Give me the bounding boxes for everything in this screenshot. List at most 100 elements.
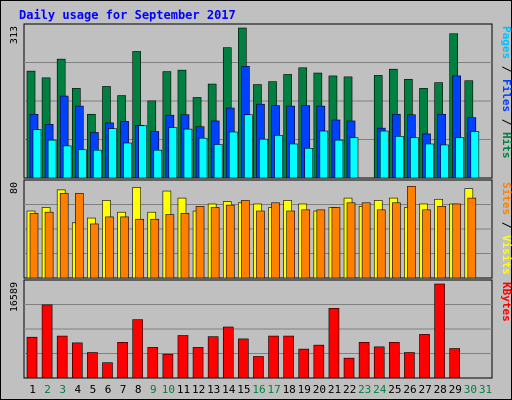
y-max-label: 80 — [9, 182, 20, 194]
bar-pages — [379, 130, 389, 179]
x-tick-label: 22 — [343, 383, 356, 396]
bar-kbytes — [358, 341, 370, 379]
bar-sites — [346, 202, 356, 279]
x-tick-label: 31 — [479, 383, 492, 396]
bar-pages — [138, 125, 147, 179]
bar-sites — [316, 209, 326, 279]
bar-pages — [319, 130, 329, 179]
bar-kbytes — [207, 336, 219, 379]
bar-pages — [183, 128, 193, 179]
hits-files-pages-panel: 313 Pages / Files / Hits — [9, 23, 512, 179]
bar-sites — [165, 214, 175, 279]
x-tick-label: 3 — [59, 383, 66, 396]
bar-sites — [301, 209, 311, 279]
bar-kbytes — [87, 352, 98, 379]
bar-pages — [259, 138, 268, 179]
bar-pages — [349, 137, 359, 179]
bar-sites — [150, 218, 160, 279]
bar-kbytes — [132, 319, 143, 379]
bar-sites — [271, 202, 280, 279]
x-tick-label: 2 — [44, 383, 51, 396]
x-tick-label: 8 — [135, 383, 142, 396]
kbytes-panel: 16589 KBytes — [9, 279, 512, 379]
bar-sites — [44, 211, 54, 279]
bar-kbytes — [419, 334, 430, 379]
bar-kbytes — [389, 341, 400, 379]
bar-sites — [331, 207, 341, 279]
x-tick-label: 15 — [237, 383, 250, 396]
bar-sites — [90, 223, 99, 279]
bar-kbytes — [343, 357, 355, 379]
bar-sites — [407, 186, 416, 279]
bar-kbytes — [222, 326, 234, 379]
x-tick-label: 27 — [418, 383, 431, 396]
bar-kbytes — [41, 304, 53, 379]
x-tick-label: 7 — [120, 383, 127, 396]
x-tick-label: 28 — [434, 383, 447, 396]
bar-pages — [289, 143, 298, 179]
x-tick-label: 10 — [162, 383, 175, 396]
bar-kbytes — [253, 356, 264, 379]
x-tick-label: 23 — [358, 383, 371, 396]
series-kbytes — [26, 283, 461, 379]
bar-pages — [77, 149, 87, 179]
x-tick-label: 5 — [90, 383, 97, 396]
legend-entry: Files — [500, 79, 512, 112]
bar-pages — [455, 137, 465, 179]
bar-kbytes — [71, 342, 83, 379]
visits-sites-panel: 80 Sites / Visits — [9, 179, 512, 279]
x-tick-label: 20 — [313, 383, 326, 396]
bar-kbytes — [283, 335, 294, 379]
bar-pages — [395, 136, 404, 179]
legend-entry: Pages — [500, 26, 512, 59]
bar-kbytes — [117, 341, 128, 379]
bar-pages — [153, 149, 163, 179]
bar-sites — [256, 210, 265, 279]
bar-pages — [32, 129, 42, 179]
bar-sites — [437, 206, 446, 279]
bar-pages — [440, 144, 449, 179]
x-tick-label: 24 — [373, 383, 387, 396]
x-tick-label: 18 — [283, 383, 296, 396]
x-tick-label: 6 — [105, 383, 112, 396]
x-tick-label: 1 — [29, 383, 36, 396]
y-max-label: 313 — [9, 26, 20, 44]
x-tick-label: 25 — [388, 383, 401, 396]
bar-kbytes — [192, 347, 204, 379]
bar-sites — [180, 213, 190, 279]
legend-separator: / — [500, 215, 512, 235]
bar-kbytes — [268, 335, 279, 379]
bar-pages — [108, 128, 117, 179]
bar-kbytes — [373, 346, 385, 379]
bar-kbytes — [162, 353, 174, 379]
hits-files-pages-legend: Pages / Files / Hits — [500, 26, 512, 159]
bar-sites — [225, 204, 235, 279]
x-tick-label: 19 — [298, 383, 311, 396]
series-pages — [32, 114, 480, 179]
bar-kbytes — [313, 344, 325, 379]
chart-title: Daily usage for September 2017 — [19, 8, 236, 22]
bar-kbytes — [238, 338, 249, 379]
legend-separator: / — [500, 59, 512, 79]
bar-sites — [467, 197, 477, 279]
bar-sites — [105, 216, 114, 279]
legend-separator: / — [500, 112, 512, 132]
bar-kbytes — [177, 335, 189, 379]
bar-sites — [392, 202, 401, 279]
bar-pages — [168, 127, 178, 179]
bar-pages — [425, 143, 434, 179]
bar-pages — [123, 142, 132, 179]
bar-pages — [93, 149, 102, 179]
bar-pages — [410, 137, 419, 179]
bar-pages — [304, 147, 314, 179]
bar-sites — [195, 206, 205, 279]
bar-pages — [274, 135, 283, 179]
bar-sites — [452, 203, 462, 279]
y-max-label: 16589 — [9, 282, 20, 312]
x-axis-labels: 1 2 3 4 5 6 7 8 9 10 11 12 13 14 15 16 17 18 19 20 21 22 23 24 2… — [29, 383, 492, 396]
series-sites — [29, 186, 477, 279]
x-tick-label: 17 — [267, 383, 280, 396]
bar-pages — [244, 114, 253, 179]
bar-kbytes — [434, 283, 445, 379]
bar-sites — [210, 207, 220, 279]
